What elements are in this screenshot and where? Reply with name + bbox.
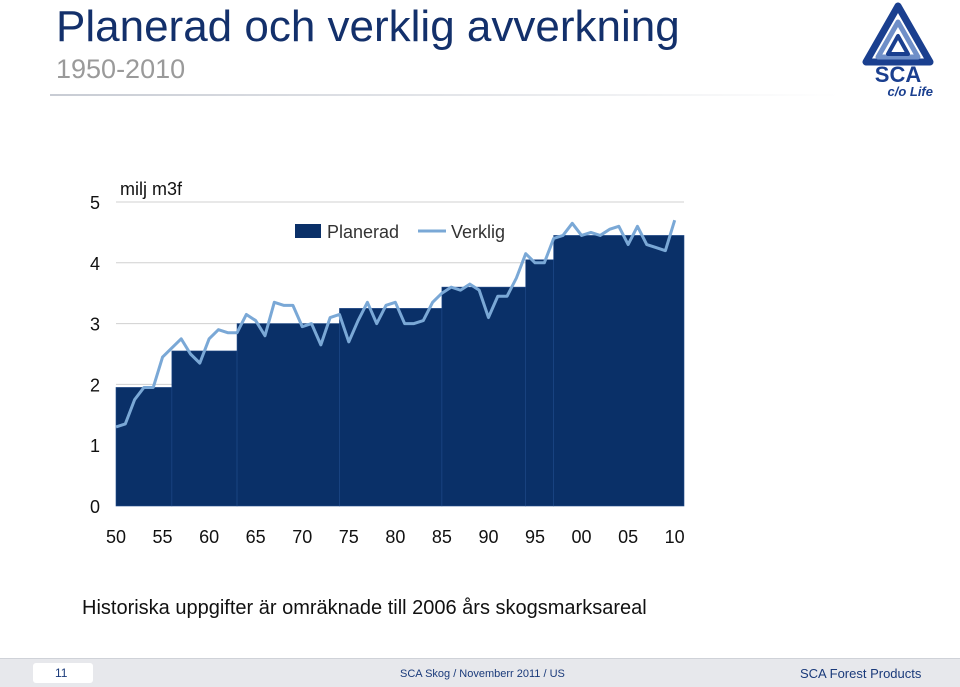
footer-bar: 11 SCA Skog / Novemberr 2011 / US SCA Fo… [0,658,960,687]
footer-brand: SCA Forest Products [800,666,922,681]
x-tick-label: 95 [525,527,545,547]
logo-text: SCA [875,62,922,87]
x-tick-label: 10 [665,527,685,547]
y-tick-label: 4 [90,254,100,274]
x-axis-ticks: 50 55 60 65 70 75 80 85 90 95 00 05 10 [106,527,685,547]
planerad-bar [115,387,173,507]
verklig-line [115,219,677,429]
slide-subtitle: 1950-2010 [56,54,186,84]
planerad-bars [115,235,685,507]
y-axis-ticks: 0 1 2 3 4 5 [90,193,100,517]
legend-swatch-planerad [295,224,321,238]
legend-label-verklig: Verklig [451,222,505,242]
planerad-bar [525,259,554,507]
y-tick-label: 2 [90,375,100,395]
slide-title: Planerad och verklig avverkning [56,2,680,51]
x-tick-label: 65 [246,527,266,547]
footer-center-text: SCA Skog / Novemberr 2011 / US [400,668,565,680]
planerad-bar [339,308,443,507]
x-tick-label: 80 [385,527,405,547]
planerad-bar [553,235,685,507]
y-tick-label: 0 [90,497,100,517]
x-tick-label: 70 [292,527,312,547]
planerad-bar [441,286,527,507]
x-tick-label: 75 [339,527,359,547]
x-tick-label: 55 [153,527,173,547]
slide-number: 11 [33,663,93,683]
sca-triangle-logo-icon [862,2,934,66]
y-axis-label: milj m3f [120,179,183,199]
y-tick-label: 1 [90,436,100,456]
x-tick-label: 05 [618,527,638,547]
x-tick-label: 00 [572,527,592,547]
y-tick-label: 3 [90,315,100,335]
sca-logo: SCA c/o Life [862,2,934,98]
verklig-line-layer [115,219,677,429]
title-divider [50,94,840,96]
x-tick-label: 60 [199,527,219,547]
planerad-bar [171,350,238,507]
x-tick-label: 50 [106,527,126,547]
x-tick-label: 90 [478,527,498,547]
footnote: Historiska uppgifter är omräknade till 2… [82,597,647,619]
y-tick-label: 5 [90,193,100,213]
planerad-bar [236,323,340,507]
x-tick-label: 85 [432,527,452,547]
chart-legend: Planerad Verklig [295,222,505,242]
legend-label-planerad: Planerad [327,222,399,242]
logo-tagline: c/o Life [887,84,933,98]
